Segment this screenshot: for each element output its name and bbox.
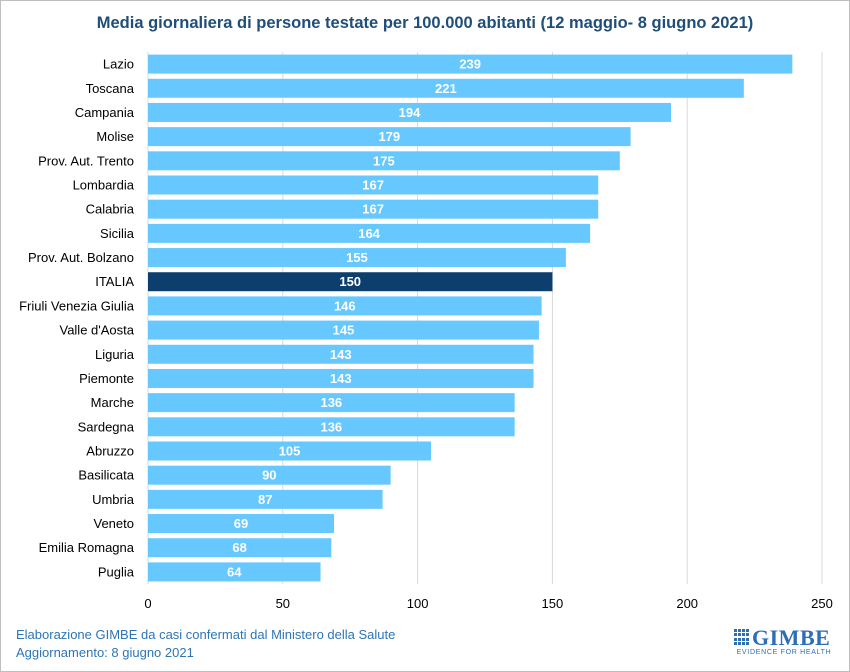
data-label: 164 <box>358 226 380 241</box>
data-label: 69 <box>234 516 248 531</box>
data-label: 143 <box>330 347 352 362</box>
bar <box>148 538 332 558</box>
category-label: Puglia <box>98 564 135 579</box>
category-label: ITALIA <box>95 274 134 289</box>
data-label: 239 <box>459 57 481 72</box>
x-tick-label: 100 <box>407 596 429 611</box>
category-label: Prov. Aut. Bolzano <box>28 250 134 265</box>
footer: Elaborazione GIMBE da casi confermati da… <box>16 626 395 662</box>
bar <box>148 417 515 437</box>
bar <box>148 199 599 219</box>
bar <box>148 393 515 413</box>
data-label: 136 <box>320 395 342 410</box>
bar <box>148 223 591 243</box>
bar <box>148 54 793 74</box>
data-label: 145 <box>333 323 355 338</box>
category-label: Friuli Venezia Giulia <box>19 298 135 313</box>
category-label: Umbria <box>92 492 135 507</box>
bar <box>148 78 744 98</box>
category-label: Emilia Romagna <box>39 540 135 555</box>
data-label: 155 <box>346 250 368 265</box>
data-label: 179 <box>378 129 400 144</box>
category-label: Molise <box>96 129 134 144</box>
category-label: Marche <box>91 395 134 410</box>
bar <box>148 272 553 292</box>
bar-chart: 0 50 100 150 200 250 Lazio 239 Toscana 221 Campani… <box>19 52 833 611</box>
bar <box>148 320 539 340</box>
x-tick-label: 250 <box>811 596 833 611</box>
category-label: Liguria <box>95 347 135 362</box>
data-label: 175 <box>373 153 395 168</box>
x-tick-label: 50 <box>276 596 290 611</box>
data-label: 146 <box>334 298 356 313</box>
x-tick-label: 200 <box>676 596 698 611</box>
data-label: 167 <box>362 178 384 193</box>
category-label: Prov. Aut. Trento <box>38 153 134 168</box>
bar <box>148 441 432 461</box>
logo-grid-icon <box>734 629 750 645</box>
category-label: Sardegna <box>78 419 135 434</box>
data-label: 105 <box>279 444 301 459</box>
bar <box>148 368 534 388</box>
gimbe-logo: GIMBE EVIDENCE FOR HEALTH <box>734 625 834 661</box>
category-label: Calabria <box>86 202 135 217</box>
x-tick-label: 0 <box>144 596 151 611</box>
category-label: Veneto <box>94 516 135 531</box>
data-label: 194 <box>399 105 421 120</box>
data-label: 167 <box>362 202 384 217</box>
bar <box>148 562 321 582</box>
category-label: Lazio <box>103 57 134 72</box>
bar <box>148 465 391 485</box>
bar <box>148 102 672 122</box>
category-label: Abruzzo <box>86 444 134 459</box>
category-label: Valle d'Aosta <box>59 323 134 338</box>
x-tick-label: 150 <box>542 596 564 611</box>
data-label: 68 <box>232 540 246 555</box>
footer-update: Aggiornamento: 8 giugno 2021 <box>16 645 194 660</box>
data-label: 64 <box>227 564 242 579</box>
chart-title: Media giornaliera di persone testate per… <box>96 14 754 32</box>
category-label: Sicilia <box>100 226 135 241</box>
data-label: 87 <box>258 492 272 507</box>
bar <box>148 151 620 171</box>
data-label: 150 <box>339 274 361 289</box>
footer-source: Elaborazione GIMBE da casi confermati da… <box>16 627 396 642</box>
logo-tagline: EVIDENCE FOR HEALTH <box>736 649 832 656</box>
bar <box>148 175 599 195</box>
category-label: Lombardia <box>73 178 135 193</box>
data-label: 143 <box>330 371 352 386</box>
logo-wordmark: GIMBE <box>752 625 831 650</box>
category-label: Toscana <box>86 81 135 96</box>
bar <box>148 489 383 509</box>
category-label: Basilicata <box>78 468 134 483</box>
category-label: Campania <box>75 105 135 120</box>
bar <box>148 248 566 268</box>
data-label: 136 <box>320 419 342 434</box>
category-label: Piemonte <box>79 371 134 386</box>
bar <box>148 127 631 147</box>
data-label: 221 <box>435 81 457 96</box>
bar <box>148 296 542 316</box>
data-label: 90 <box>262 468 276 483</box>
bar <box>148 514 335 534</box>
bar <box>148 344 534 364</box>
